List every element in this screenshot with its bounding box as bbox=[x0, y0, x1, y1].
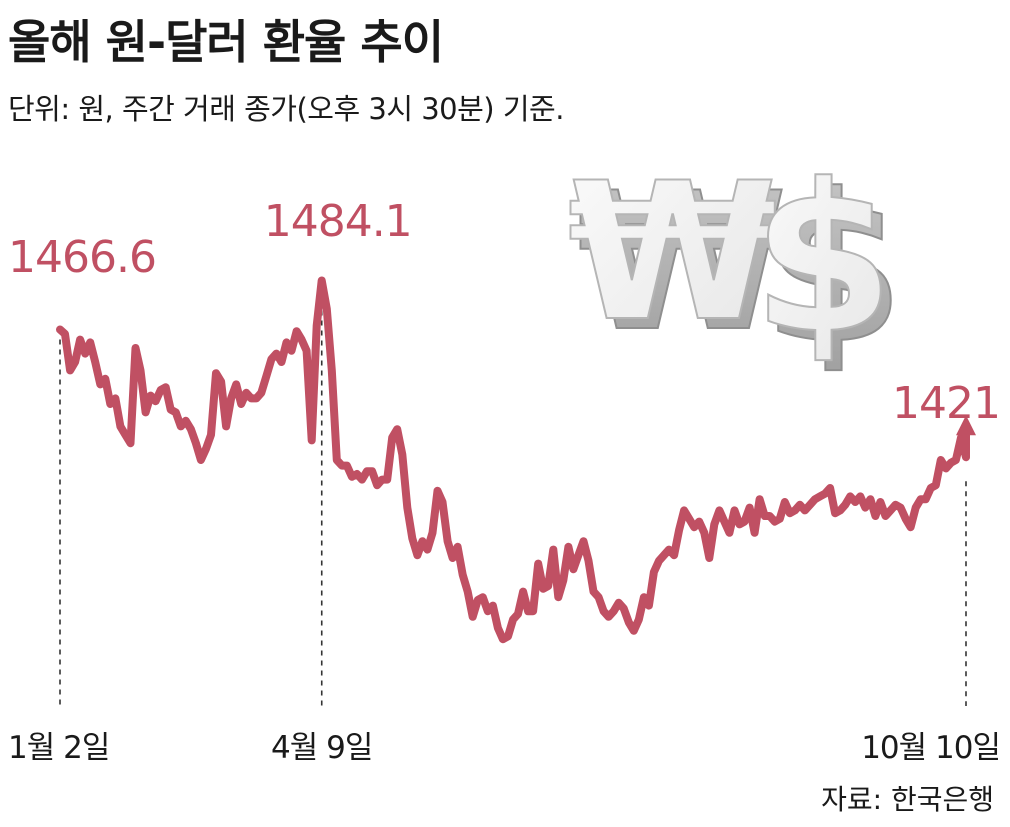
chart-title: 올해 원-달러 환율 추이 bbox=[8, 15, 444, 69]
svg-text:$: $ bbox=[762, 151, 905, 389]
trend-up-arrow-icon bbox=[956, 415, 976, 436]
date-label-2: 4월 9일 bbox=[271, 730, 372, 766]
value-label-2: 1484.1 bbox=[264, 196, 412, 247]
exchange-rate-line bbox=[56, 276, 970, 644]
value-label-1: 1466.6 bbox=[8, 232, 156, 283]
svg-text:₩: ₩ bbox=[578, 152, 788, 373]
chart-subtitle: 단위: 원, 주간 거래 종가(오후 3시 30분) 기준. bbox=[8, 92, 564, 126]
date-label-1: 1월 2일 bbox=[8, 730, 109, 766]
value-label-3: 1421 bbox=[892, 378, 1000, 429]
source-note: 자료: 한국은행 bbox=[821, 783, 994, 816]
svg-text:₩: ₩ bbox=[568, 142, 778, 363]
date-label-3: 10월 10일 bbox=[861, 730, 1000, 766]
svg-text:$: $ bbox=[752, 141, 895, 379]
won-dollar-icon: ₩ $ ₩ $ bbox=[567, 140, 906, 390]
